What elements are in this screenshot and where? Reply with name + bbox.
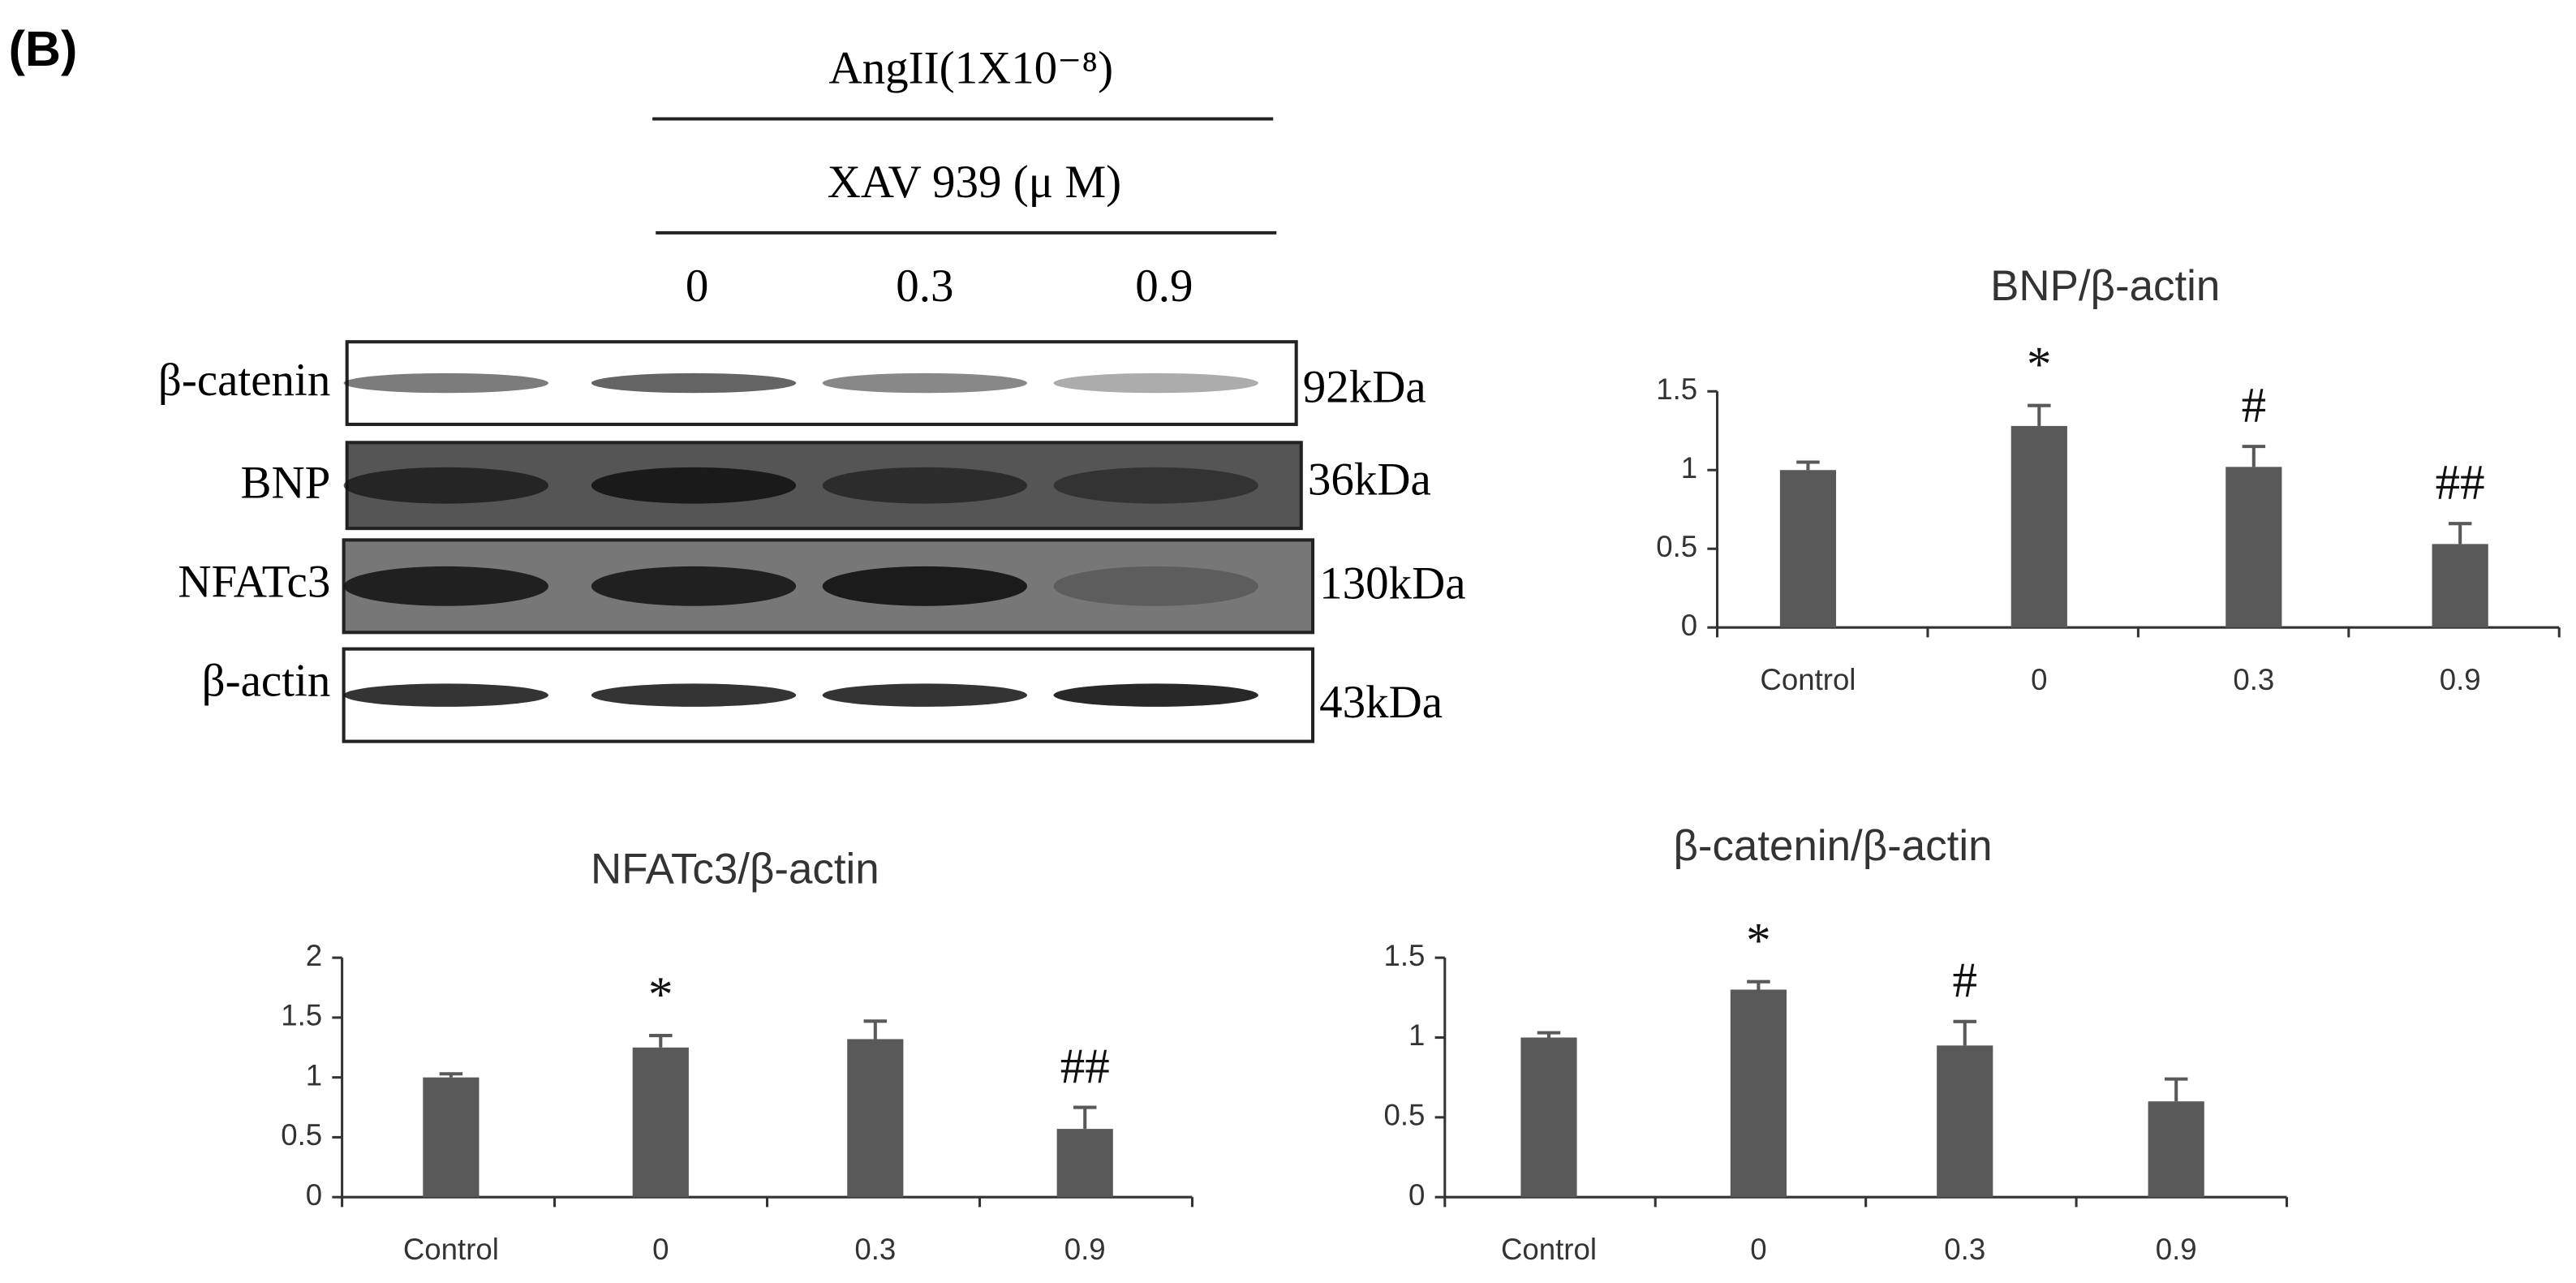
blot-band [822, 372, 1028, 394]
blot-band [1053, 467, 1258, 504]
significance-mark: # [1952, 954, 1977, 1008]
bar [1937, 1045, 1993, 1198]
blot-band [591, 372, 797, 394]
blot-band [343, 372, 548, 394]
significance-mark: ## [1060, 1040, 1110, 1094]
inhibitor-label: XAV 939 (μ M) [828, 157, 1121, 208]
bar [1730, 989, 1787, 1198]
blot-band [343, 566, 548, 606]
x-tick-label: 0 [1750, 1233, 1766, 1266]
significance-mark: # [2242, 378, 2267, 433]
significance-mark: * [1746, 914, 1771, 968]
blot-band [591, 467, 797, 504]
y-tick-label: 0.5 [1383, 1099, 1425, 1132]
x-tick-label: 0.3 [1944, 1233, 1985, 1266]
y-tick-label: 1 [306, 1058, 322, 1091]
y-tick-label: 1.5 [1656, 372, 1697, 406]
bar [847, 1039, 904, 1198]
dose-label: 0.9 [1135, 260, 1193, 312]
protein-label: β-actin [202, 655, 331, 706]
significance-mark: * [2027, 338, 2052, 392]
significance-mark: ## [2436, 455, 2485, 510]
blot-band [822, 683, 1028, 707]
y-tick-label: 1 [1408, 1018, 1425, 1052]
blot-band [1053, 372, 1258, 394]
y-tick-label: 1 [1681, 451, 1697, 484]
blot-band [343, 467, 548, 504]
chart-title: NFATc3/β-actin [591, 845, 879, 893]
bar [632, 1047, 689, 1198]
x-tick-label: Control [1501, 1233, 1597, 1266]
bar [1779, 470, 1837, 628]
blot-band [343, 683, 548, 707]
significance-mark: * [648, 967, 673, 1022]
dose-label: 0.3 [896, 260, 953, 312]
blot-band [822, 566, 1028, 606]
blot-band [822, 467, 1028, 504]
protein-label: BNP [241, 457, 331, 508]
panel-label: (B) [9, 21, 78, 76]
blot-band [591, 566, 797, 606]
y-tick-label: 2 [306, 939, 322, 972]
x-tick-label: 0.9 [2156, 1233, 2197, 1266]
y-tick-label: 0.5 [1656, 530, 1697, 563]
x-tick-label: Control [403, 1233, 499, 1266]
x-tick-label: 0 [652, 1233, 669, 1266]
chart-title: β-catenin/β-actin [1673, 822, 1992, 870]
bar [2148, 1101, 2204, 1198]
x-tick-label: 0.3 [2233, 663, 2274, 696]
blot-band [591, 683, 797, 707]
x-tick-label: 0.3 [854, 1233, 896, 1266]
chart-title: BNP/β-actin [1990, 262, 2220, 310]
bar [1056, 1129, 1113, 1198]
y-tick-label: 1.5 [1383, 939, 1425, 972]
size-label: 92kDa [1303, 361, 1426, 412]
y-tick-label: 0 [306, 1178, 322, 1212]
blot-band [1053, 566, 1258, 606]
protein-label: β-catenin [158, 355, 330, 406]
size-label: 36kDa [1308, 454, 1431, 505]
bar [423, 1077, 480, 1198]
x-tick-label: 0.9 [1064, 1233, 1106, 1266]
y-tick-label: 0 [1408, 1178, 1425, 1212]
x-tick-label: 0.9 [2440, 663, 2481, 696]
x-tick-label: 0 [2031, 663, 2047, 696]
dose-label: 0 [686, 260, 708, 312]
bar [2010, 425, 2067, 628]
bar [2226, 467, 2282, 628]
y-tick-label: 0.5 [281, 1118, 322, 1152]
y-tick-label: 0 [1681, 609, 1697, 642]
bar [1520, 1037, 1577, 1198]
x-tick-label: Control [1760, 663, 1856, 696]
size-label: 130kDa [1319, 558, 1465, 609]
bar [2432, 544, 2488, 628]
blot-band [1053, 683, 1258, 707]
protein-label: NFATc3 [178, 556, 330, 607]
treatment-label: AngII(1X10⁻⁸) [829, 43, 1114, 94]
y-tick-label: 1.5 [281, 999, 322, 1032]
size-label: 43kDa [1319, 677, 1443, 728]
